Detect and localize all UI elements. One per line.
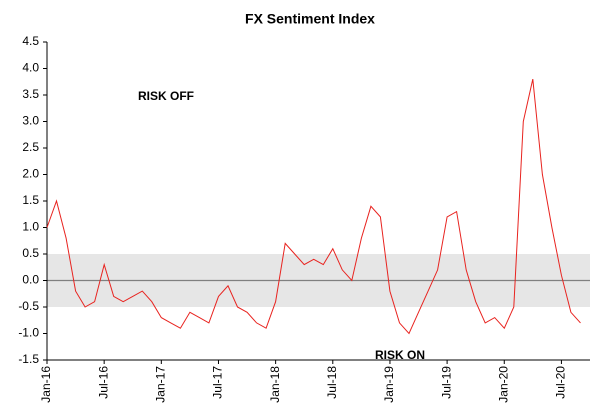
x-tick-label: Jul-20 <box>554 366 568 399</box>
y-tick-label: 4.5 <box>22 34 39 48</box>
y-tick-label: 2.0 <box>22 167 39 181</box>
annotation: RISK OFF <box>138 89 194 103</box>
x-tick-label: Jan-19 <box>382 366 396 403</box>
y-tick-label: 2.5 <box>22 140 39 154</box>
chart-title: FX Sentiment Index <box>245 11 375 27</box>
x-tick-label: Jul-19 <box>439 366 453 399</box>
y-tick-label: 1.5 <box>22 193 39 207</box>
annotation: RISK ON <box>375 348 425 362</box>
x-tick-label: Jan-20 <box>496 366 510 403</box>
series-line <box>46 78 581 335</box>
x-tick-label: Jul-18 <box>325 366 339 399</box>
y-tick-label: 0.5 <box>22 246 39 260</box>
x-tick-label: Jul-16 <box>96 366 110 399</box>
x-tick-label: Jul-17 <box>211 366 225 399</box>
x-tick-label: Jan-17 <box>153 366 167 403</box>
y-tick-label: 1.0 <box>22 220 39 234</box>
y-tick-label: -1.0 <box>18 326 39 340</box>
y-tick-label: 4.0 <box>22 61 39 75</box>
x-tick-label: Jan-16 <box>39 366 53 403</box>
y-tick-label: -0.5 <box>18 299 39 313</box>
y-tick-label: 0.0 <box>22 273 39 287</box>
y-tick-label: 3.5 <box>22 87 39 101</box>
y-tick-label: -1.5 <box>18 352 39 366</box>
x-tick-label: Jan-18 <box>268 366 282 403</box>
y-tick-label: 3.0 <box>22 114 39 128</box>
